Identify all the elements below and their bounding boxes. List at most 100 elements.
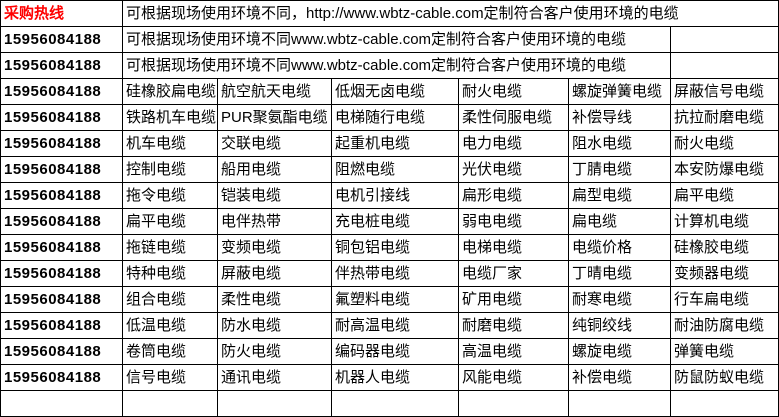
product-cell: 抗拉耐磨电缆 xyxy=(669,104,779,131)
table-row-promo: 15956084188 可根据现场使用环境不同www.wbtz-cable.co… xyxy=(0,26,779,53)
table-row: 15956084188 卷筒电缆 防火电缆 编码器电缆 高温电缆 螺旋电缆 弹簧… xyxy=(0,338,779,365)
product-cell: 防水电缆 xyxy=(217,312,332,339)
banner-text: 可根据现场使用环境不同，http://www.wbtz-cable.com定制符… xyxy=(121,0,779,27)
product-cell: 变频电缆 xyxy=(217,234,332,261)
product-cell: PUR聚氨酯电缆 xyxy=(217,104,332,131)
product-cell: 屏蔽信号电缆 xyxy=(669,78,779,105)
table-row-promo: 15956084188 可根据现场使用环境不同www.wbtz-cable.co… xyxy=(0,52,779,79)
product-cell: 耐火电缆 xyxy=(458,78,569,105)
phone-number: 15956084188 xyxy=(0,104,123,131)
product-cell: 补偿导线 xyxy=(568,104,671,131)
product-cell: 柔性电缆 xyxy=(217,286,332,313)
product-cell: 扁型电缆 xyxy=(568,182,671,209)
product-cell: 高温电缆 xyxy=(458,338,569,365)
product-cell: 伴热带电缆 xyxy=(331,260,459,287)
phone-number: 15956084188 xyxy=(0,364,123,391)
product-cell: 铠装电缆 xyxy=(217,182,332,209)
product-cell: 航空航天电缆 xyxy=(217,78,332,105)
product-cell: 扁电缆 xyxy=(568,208,671,235)
product-cell: 充电桩电缆 xyxy=(331,208,459,235)
empty-cell xyxy=(568,390,671,417)
product-cell: 电伴热带 xyxy=(217,208,332,235)
product-cell: 拖链电缆 xyxy=(122,234,218,261)
phone-number: 15956084188 xyxy=(0,130,123,157)
table-row: 15956084188 低温电缆 防水电缆 耐高温电缆 耐磨电缆 纯铜绞线 耐油… xyxy=(0,312,779,339)
product-cell: 矿用电缆 xyxy=(458,286,569,313)
product-cell: 铁路机车电缆 xyxy=(122,104,218,131)
phone-number: 15956084188 xyxy=(0,234,123,261)
product-cell: 本安防爆电缆 xyxy=(669,156,779,183)
product-cell: 组合电缆 xyxy=(122,286,218,313)
promo-text: 可根据现场使用环境不同www.wbtz-cable.com定制符合客户使用环境的… xyxy=(122,52,671,79)
empty-cell xyxy=(458,390,569,417)
product-cell: 硅橡胶电缆 xyxy=(669,234,779,261)
product-cell: 信号电缆 xyxy=(122,364,218,391)
phone-number: 15956084188 xyxy=(0,52,123,79)
table-row: 15956084188 机车电缆 交联电缆 起重机电缆 电力电缆 阻水电缆 耐火… xyxy=(0,130,779,157)
empty-cell xyxy=(669,390,779,417)
product-cell: 交联电缆 xyxy=(217,130,332,157)
product-cell: 补偿电缆 xyxy=(568,364,671,391)
phone-number: 15956084188 xyxy=(0,156,123,183)
product-cell: 扁形电缆 xyxy=(458,182,569,209)
empty-cell xyxy=(331,390,459,417)
product-cell: 低烟无卤电缆 xyxy=(331,78,459,105)
product-cell: 机器人电缆 xyxy=(331,364,459,391)
product-cell: 丁晴电缆 xyxy=(568,260,671,287)
product-cell: 螺旋弹簧电缆 xyxy=(568,78,671,105)
product-cell: 卷筒电缆 xyxy=(122,338,218,365)
product-cell: 机车电缆 xyxy=(122,130,218,157)
product-cell: 通讯电缆 xyxy=(217,364,332,391)
phone-number: 15956084188 xyxy=(0,286,123,313)
product-cell: 起重机电缆 xyxy=(331,130,459,157)
table-row: 15956084188 铁路机车电缆 PUR聚氨酯电缆 电梯随行电缆 柔性伺服电… xyxy=(0,104,779,131)
product-cell: 弹簧电缆 xyxy=(669,338,779,365)
empty-cell xyxy=(0,390,123,417)
product-cell: 弱电电缆 xyxy=(458,208,569,235)
hotline-label: 采购热线 xyxy=(0,0,123,27)
table-row: 15956084188 硅橡胶扁电缆 航空航天电缆 低烟无卤电缆 耐火电缆 螺旋… xyxy=(0,78,779,105)
product-cell: 行车扁电缆 xyxy=(669,286,779,313)
product-cell: 柔性伺服电缆 xyxy=(458,104,569,131)
product-cell: 阻燃电缆 xyxy=(331,156,459,183)
phone-number: 15956084188 xyxy=(0,208,123,235)
product-cell: 电力电缆 xyxy=(458,130,569,157)
product-cell: 硅橡胶扁电缆 xyxy=(122,78,218,105)
phone-number: 15956084188 xyxy=(0,338,123,365)
product-cell: 拖令电缆 xyxy=(122,182,218,209)
table-row: 15956084188 信号电缆 通讯电缆 机器人电缆 风能电缆 补偿电缆 防鼠… xyxy=(0,364,779,391)
product-cell: 耐高温电缆 xyxy=(331,312,459,339)
product-cell: 屏蔽电缆 xyxy=(217,260,332,287)
product-cell: 风能电缆 xyxy=(458,364,569,391)
product-cell: 螺旋电缆 xyxy=(568,338,671,365)
product-cell: 铜包铝电缆 xyxy=(331,234,459,261)
product-cell: 控制电缆 xyxy=(122,156,218,183)
product-cell: 电缆厂家 xyxy=(458,260,569,287)
product-cell: 防鼠防蚁电缆 xyxy=(669,364,779,391)
product-cell: 电缆价格 xyxy=(568,234,671,261)
product-cell: 电梯随行电缆 xyxy=(331,104,459,131)
product-cell: 耐火电缆 xyxy=(669,130,779,157)
phone-number: 15956084188 xyxy=(0,312,123,339)
product-cell: 电梯电缆 xyxy=(458,234,569,261)
table-row: 15956084188 扁平电缆 电伴热带 充电桩电缆 弱电电缆 扁电缆 计算机… xyxy=(0,208,779,235)
product-cell: 氟塑料电缆 xyxy=(331,286,459,313)
table-row: 15956084188 拖令电缆 铠装电缆 电机引接线 扁形电缆 扁型电缆 扁平… xyxy=(0,182,779,209)
empty-cell xyxy=(669,26,779,53)
product-cell: 纯铜绞线 xyxy=(568,312,671,339)
product-cell: 编码器电缆 xyxy=(331,338,459,365)
phone-number: 15956084188 xyxy=(0,26,123,53)
product-cell: 特种电缆 xyxy=(122,260,218,287)
phone-number: 15956084188 xyxy=(0,78,123,105)
phone-number: 15956084188 xyxy=(0,260,123,287)
table-row: 15956084188 组合电缆 柔性电缆 氟塑料电缆 矿用电缆 耐寒电缆 行车… xyxy=(0,286,779,313)
product-cell: 变频器电缆 xyxy=(669,260,779,287)
product-cell: 光伏电缆 xyxy=(458,156,569,183)
phone-number: 15956084188 xyxy=(0,182,123,209)
product-cell: 低温电缆 xyxy=(122,312,218,339)
product-cell: 丁腈电缆 xyxy=(568,156,671,183)
product-cell: 扁平电缆 xyxy=(669,182,779,209)
product-cell: 耐寒电缆 xyxy=(568,286,671,313)
product-cell: 防火电缆 xyxy=(217,338,332,365)
